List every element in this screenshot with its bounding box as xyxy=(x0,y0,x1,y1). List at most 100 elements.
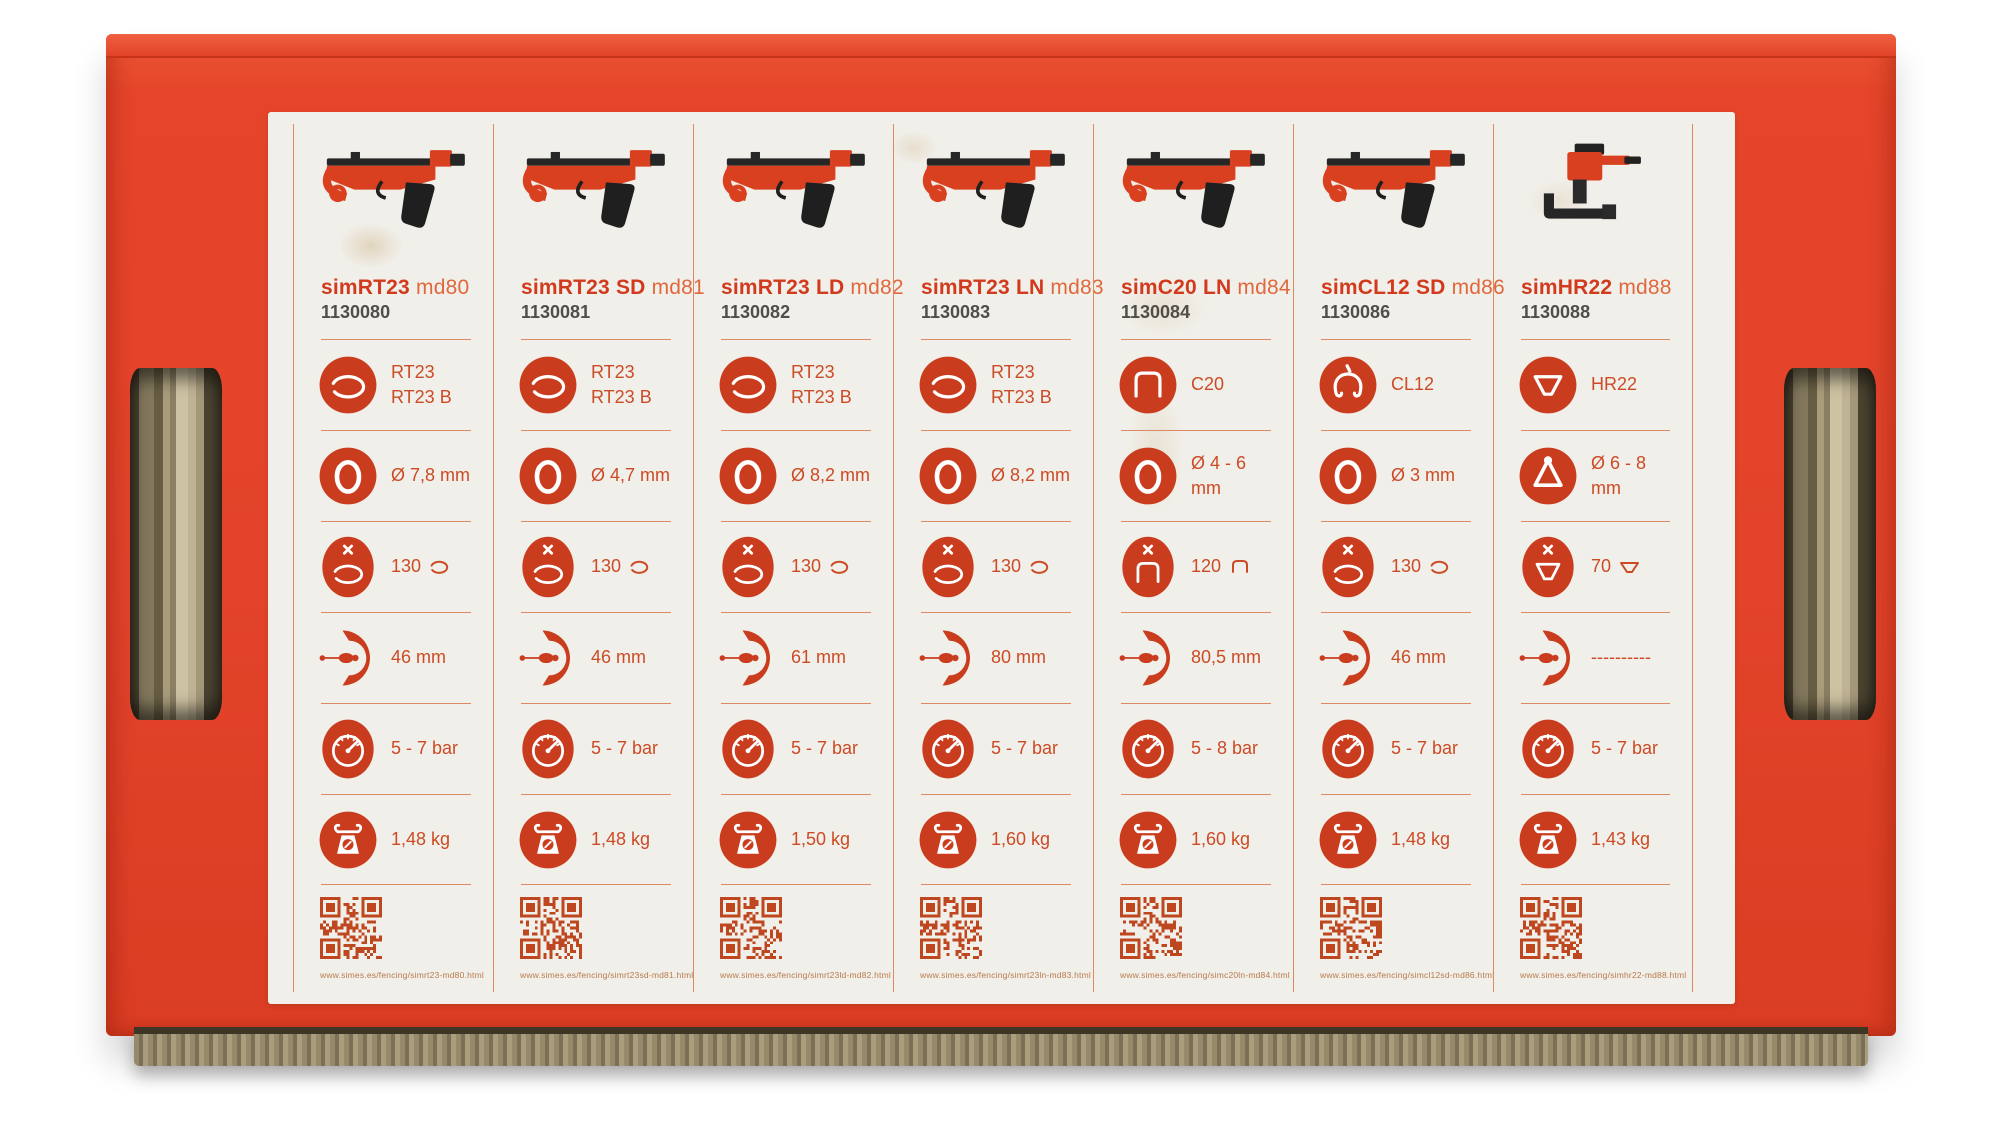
pressure-value: 5 - 7 bar xyxy=(591,738,659,759)
throat-depth-icon xyxy=(315,625,381,691)
product-url: www.simes.es/fencing/simcl12sd-md86.html xyxy=(1320,970,1495,980)
product-name-bold: simC20 LN xyxy=(1121,276,1232,299)
magazine-capacity-icon xyxy=(1515,534,1581,600)
product-model: md83 xyxy=(1050,276,1104,299)
wire-diameter-icon xyxy=(715,443,781,509)
pressure-value: 5 - 7 bar xyxy=(991,738,1059,759)
spec-rows: C20 xyxy=(1094,339,1293,885)
spec-row-weight: 1,60 kg xyxy=(919,794,1071,885)
wire-diameter-value: Ø 7,8 mm xyxy=(391,465,471,486)
spec-row-pressure: 5 - 7 bar xyxy=(521,703,671,794)
tool-photo xyxy=(504,140,684,232)
magazine-capacity-icon xyxy=(515,534,581,600)
weight-scale-icon xyxy=(515,807,581,873)
product-header: simRT23 LD md82 1130082 xyxy=(721,276,904,323)
weight-scale-icon xyxy=(915,807,981,873)
product-url: www.simes.es/fencing/simrt23sd-md81.html xyxy=(520,970,694,980)
depth-value: 61 mm xyxy=(791,647,847,668)
product-url: www.simes.es/fencing/simhr22-md88.html xyxy=(1520,970,1687,980)
ring-type-icon xyxy=(715,352,781,418)
capacity-unit-glyph xyxy=(1620,562,1640,573)
cardboard-box: simRT23 md80 1130080 xyxy=(106,34,1896,1066)
product-name-bold: simHR22 xyxy=(1521,276,1613,299)
spec-row-capacity: 70 xyxy=(1521,521,1670,612)
pressure-gauge-icon xyxy=(315,716,381,782)
spec-row-pressure: 5 - 8 bar xyxy=(1121,703,1271,794)
pressure-gauge-icon xyxy=(515,716,581,782)
spec-row-ring-type: C20 xyxy=(1119,339,1271,430)
wire-diameter-value: Ø 8,2 mm xyxy=(991,465,1071,486)
hog-ring-gun-image xyxy=(722,150,865,228)
product-url: www.simes.es/fencing/simrt23ld-md82.html xyxy=(720,970,891,980)
wire-diameter-value: Ø 4 - 6 mm xyxy=(1191,452,1247,498)
wire-diameter-icon xyxy=(1315,443,1381,509)
product-column: simRT23 LN md83 1130083 xyxy=(893,124,1104,992)
product-header: simRT23 LN md83 1130083 xyxy=(921,276,1104,323)
magazine-capacity-icon xyxy=(315,534,381,600)
wire-diameter-value: Ø 3 mm xyxy=(1391,465,1456,486)
weight-value: 1,60 kg xyxy=(1191,828,1251,849)
right-handle-cutout xyxy=(1784,368,1876,720)
product-number: 1130083 xyxy=(921,302,991,322)
ring-type-value: HR22 xyxy=(1591,374,1638,395)
spec-row-pressure: 5 - 7 bar xyxy=(1321,703,1471,794)
box-lid-edge xyxy=(106,34,1896,58)
depth-value: ---------- xyxy=(1591,647,1651,668)
weight-value: 1,48 kg xyxy=(391,828,451,849)
product-column: simRT23 md80 1130080 xyxy=(293,124,493,992)
spec-row-weight: 1,50 kg xyxy=(719,794,871,885)
product-model: md84 xyxy=(1237,276,1291,299)
product-name: simRT23 SD md81 xyxy=(521,276,705,300)
weight-value: 1,43 kg xyxy=(1591,828,1651,849)
hog-ring-tool-image xyxy=(1543,143,1641,220)
hog-ring-gun-image xyxy=(522,150,665,228)
pressure-value: 5 - 7 bar xyxy=(1591,738,1659,759)
product-column: simHR22 md88 1130088 xyxy=(1493,124,1693,992)
product-name-bold: simRT23 LN xyxy=(921,276,1045,299)
ring-type-icon xyxy=(1515,352,1581,418)
spec-row-ring-type: RT23 RT23 B xyxy=(719,339,871,430)
product-header: simCL12 SD md86 1130086 xyxy=(1321,276,1505,323)
ring-type-icon xyxy=(1115,352,1181,418)
pressure-gauge-icon xyxy=(1115,716,1181,782)
spec-row-wire-diameter: Ø 7,8 mm xyxy=(319,430,471,521)
hog-ring-gun-image xyxy=(322,150,465,228)
spec-row-pressure: 5 - 7 bar xyxy=(921,703,1071,794)
spec-row-weight: 1,48 kg xyxy=(319,794,471,885)
capacity-unit-glyph xyxy=(1232,560,1249,573)
pressure-value: 5 - 8 bar xyxy=(1191,738,1259,759)
spec-row-capacity: 130 xyxy=(921,521,1071,612)
spec-row-capacity: 130 xyxy=(521,521,671,612)
depth-value: 46 mm xyxy=(391,647,447,668)
ring-type-value: RT23 RT23 B xyxy=(791,361,852,407)
throat-depth-icon xyxy=(1515,625,1581,691)
product-name: simRT23 md80 xyxy=(321,276,487,300)
spec-row-ring-type: CL12 xyxy=(1319,339,1471,430)
spec-row-ring-type: HR22 xyxy=(1519,339,1670,430)
product-header: simC20 LN md84 1130084 xyxy=(1121,276,1291,323)
capacity-value: 130 xyxy=(1391,554,1453,579)
spec-row-wire-diameter: Ø 3 mm xyxy=(1319,430,1471,521)
product-comparison-label: simRT23 md80 1130080 xyxy=(268,112,1735,1004)
product-url: www.simes.es/fencing/simrt23ln-md83.html xyxy=(920,970,1091,980)
ring-type-value: C20 xyxy=(1191,374,1225,395)
tool-photo xyxy=(904,140,1084,232)
spec-row-depth: 46 mm xyxy=(519,612,671,703)
product-header: simRT23 md80 1130080 xyxy=(321,276,487,323)
qr-code xyxy=(320,897,382,959)
weight-scale-icon xyxy=(1115,807,1181,873)
spec-row-weight: 1,60 kg xyxy=(1119,794,1271,885)
capacity-unit-glyph xyxy=(830,560,849,574)
product-name: simHR22 md88 xyxy=(1521,276,1686,300)
spec-row-wire-diameter: Ø 4 - 6 mm xyxy=(1119,430,1271,521)
spec-row-wire-diameter: Ø 8,2 mm xyxy=(719,430,871,521)
spec-rows: RT23 RT23 B xyxy=(294,339,493,885)
wire-diameter-icon xyxy=(1115,443,1181,509)
weight-value: 1,50 kg xyxy=(791,828,851,849)
capacity-value: 120 xyxy=(1191,554,1253,579)
ring-type-value: RT23 RT23 B xyxy=(591,361,652,407)
hog-ring-gun-image xyxy=(1322,150,1465,228)
product-name-bold: simRT23 xyxy=(321,276,410,299)
wire-diameter-icon xyxy=(315,443,381,509)
